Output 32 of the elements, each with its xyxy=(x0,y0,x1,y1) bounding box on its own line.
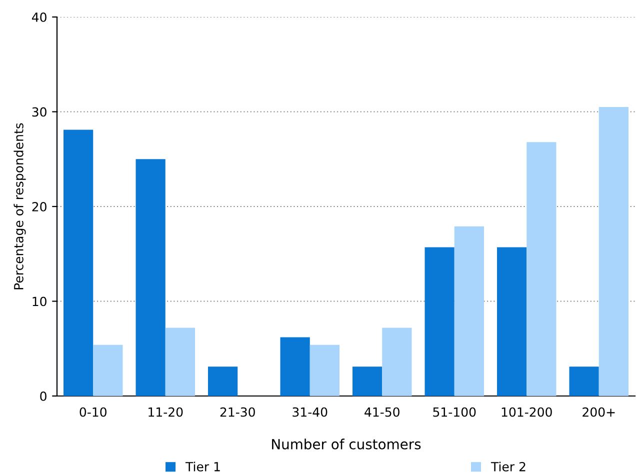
bar xyxy=(310,344,340,396)
x-tick-label: 11-20 xyxy=(148,407,183,417)
x-axis-title: Number of customers xyxy=(272,438,421,450)
bar xyxy=(598,107,628,396)
bar xyxy=(526,142,556,396)
x-tick-label: 21-30 xyxy=(220,407,255,417)
bar xyxy=(136,159,166,396)
y-tick-label: 40 xyxy=(32,12,46,22)
bar xyxy=(93,344,123,396)
bar xyxy=(208,366,238,396)
bar xyxy=(352,366,382,396)
y-tick-label: 20 xyxy=(32,202,46,212)
x-tick-label: 31-40 xyxy=(292,407,328,417)
bar xyxy=(569,366,599,396)
bar xyxy=(382,328,412,396)
legend-label: Tier 1 xyxy=(185,462,220,472)
bar xyxy=(454,226,484,396)
bar xyxy=(424,247,454,396)
x-tick-label: 101-200 xyxy=(502,407,552,417)
y-tick-label: 0 xyxy=(40,391,46,401)
bar xyxy=(497,247,527,396)
x-tick-label: 200+ xyxy=(582,407,615,417)
y-axis-title: Percentage of respondents xyxy=(14,123,26,290)
y-tick-label: 10 xyxy=(32,296,46,306)
bar xyxy=(280,337,310,396)
legend-label: Tier 2 xyxy=(490,462,526,472)
bar xyxy=(64,130,94,396)
x-tick-label: 0-10 xyxy=(80,407,106,417)
x-tick-label: 41-50 xyxy=(364,407,400,417)
y-tick-label: 30 xyxy=(32,107,46,117)
bar xyxy=(165,328,195,396)
x-tick-label: 51-100 xyxy=(433,407,476,417)
